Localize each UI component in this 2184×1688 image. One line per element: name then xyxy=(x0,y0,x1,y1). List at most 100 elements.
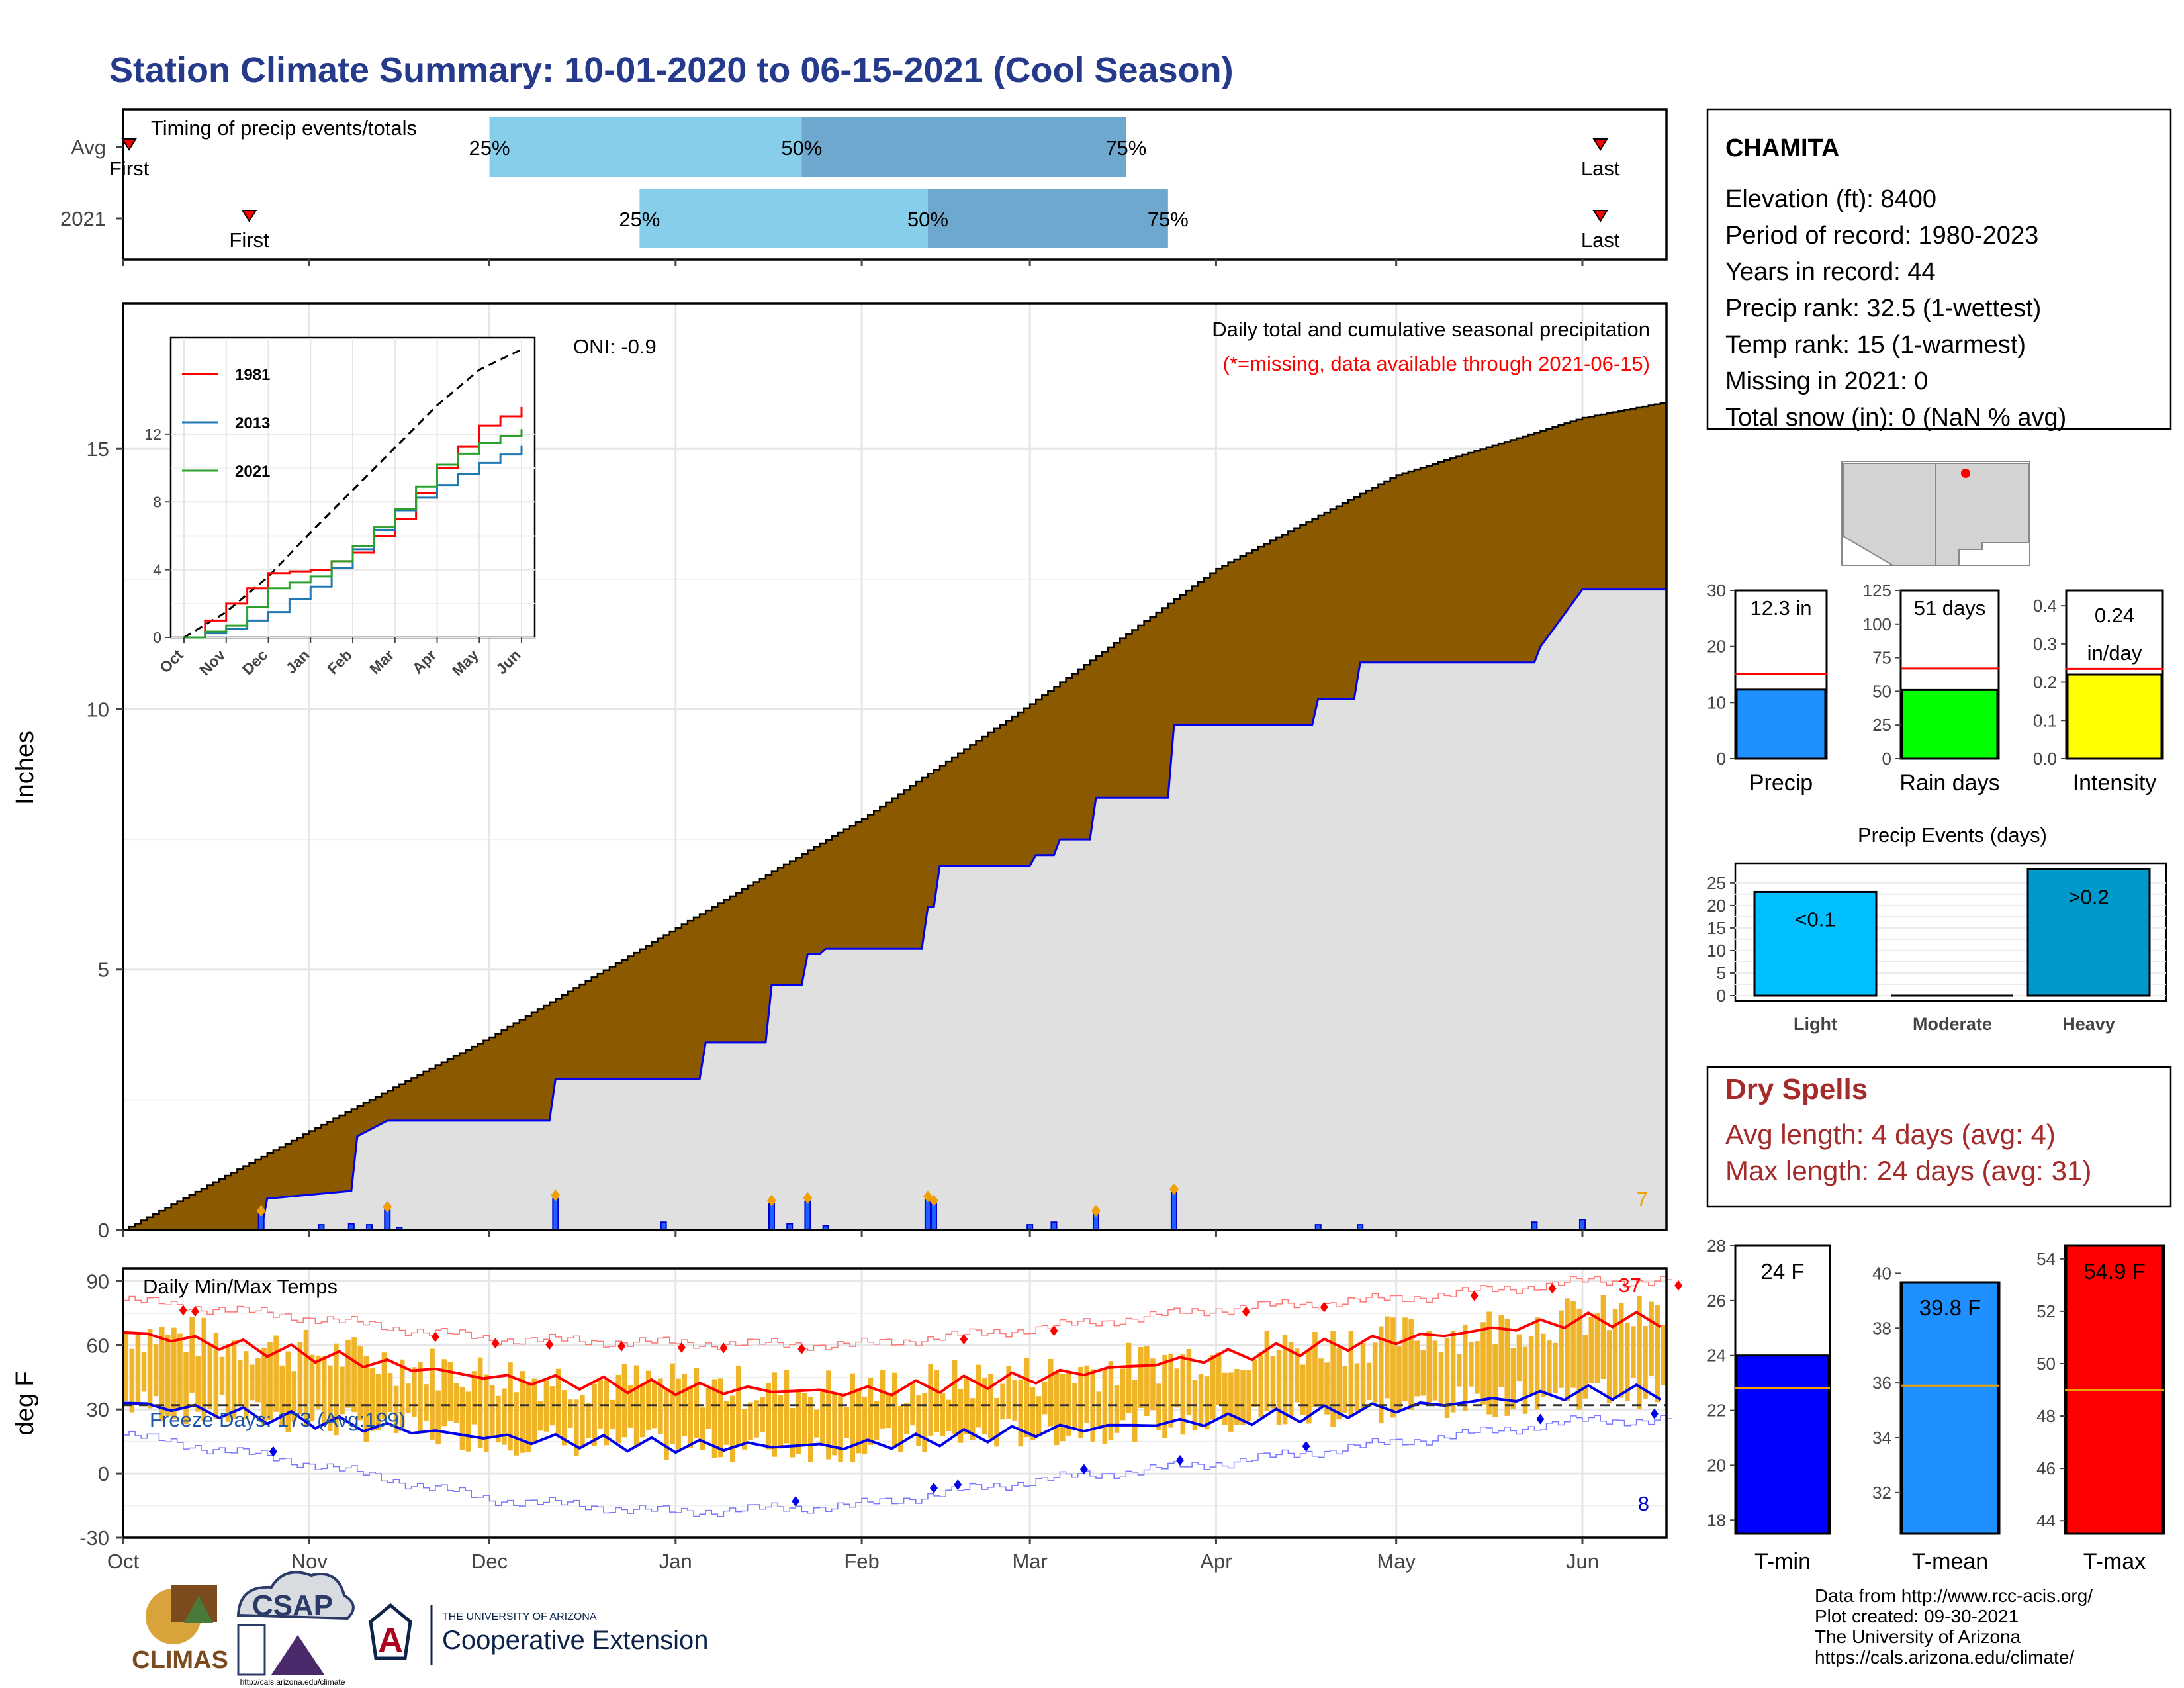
svg-text:A: A xyxy=(378,1621,403,1660)
daily-temp-range-bar xyxy=(1565,1298,1570,1401)
daily-precip-bar xyxy=(384,1209,391,1231)
daily-temp-range-bar xyxy=(790,1408,796,1458)
daily-temp-range-bar xyxy=(424,1384,429,1421)
daily-temp-range-bar xyxy=(1066,1372,1071,1436)
daily-temp-range-bar xyxy=(1300,1364,1306,1415)
footer-notes: Data from http://www.rcc-acis.org/ Plot … xyxy=(1815,1585,2093,1667)
daily-temp-range-bar xyxy=(1390,1317,1396,1418)
ua-big-text: Cooperative Extension xyxy=(442,1626,708,1655)
temp-bar-chart: 39.8 F 32 34 36 38 40 T-mean xyxy=(1872,1263,2001,1574)
daily-temp-range-bar xyxy=(1510,1348,1516,1410)
daily-temp-range-bar xyxy=(1372,1342,1378,1403)
daily-temp-range-bar xyxy=(868,1378,874,1445)
daily-temp-range-bar xyxy=(502,1388,507,1445)
mini-bar-value: 51 days xyxy=(1914,596,1986,620)
daily-precip-bar xyxy=(660,1221,667,1231)
daily-temp-range-bar xyxy=(279,1365,285,1427)
daily-temp-range-bar xyxy=(1006,1366,1011,1419)
daily-temp-range-bar xyxy=(676,1378,681,1450)
daily-temp-range-bar xyxy=(483,1374,489,1452)
daily-precip-bar xyxy=(1531,1221,1538,1231)
inset-legend-label: 2021 xyxy=(235,463,270,481)
temp-series-line xyxy=(122,1383,1661,1454)
daily-temp-range-bar xyxy=(261,1347,267,1425)
station-elevation: Elevation (ft): 8400 xyxy=(1725,185,1936,213)
daily-temp-range-bar xyxy=(1540,1333,1546,1397)
mini-bar-tick-label: 30 xyxy=(1707,581,1726,600)
daily-temp-range-bar xyxy=(898,1405,903,1452)
event-tick-label: 25 xyxy=(1707,873,1726,893)
mini-bar-value: in/day xyxy=(2087,641,2142,665)
csap-logo: CSAP http://cals.arizona.edu/climate xyxy=(236,1571,355,1687)
daily-precip-marker xyxy=(766,1194,776,1207)
temp-bar-tick-label: 32 xyxy=(1872,1483,1891,1503)
event-tick-label: 10 xyxy=(1707,941,1726,961)
daily-temp-range-bar xyxy=(844,1407,849,1438)
footer-line: Plot created: 09-30-2021 xyxy=(1815,1606,2019,1626)
temp-y-label: deg F xyxy=(11,1371,39,1435)
event-category-label: Light xyxy=(1794,1014,1837,1034)
daily-temp-range-bar xyxy=(1288,1342,1294,1418)
locator-map xyxy=(1841,461,2030,566)
daily-temp-range-bar xyxy=(1594,1313,1600,1383)
timing-quartile-high xyxy=(927,189,1168,248)
daily-temp-range-bar xyxy=(1462,1324,1468,1411)
daily-temp-range-bar xyxy=(826,1370,831,1460)
temp-y-tick-label: -30 xyxy=(79,1526,109,1550)
daily-temp-range-bar xyxy=(285,1351,291,1432)
daily-temp-range-bar xyxy=(1649,1301,1654,1376)
temp-y-tick-label: 60 xyxy=(87,1334,109,1357)
record-high-marker xyxy=(617,1340,626,1352)
daily-temp-range-bar xyxy=(1174,1368,1180,1408)
daily-temp-range-bar xyxy=(1276,1350,1282,1425)
record-high-marker xyxy=(677,1342,686,1353)
daily-temp-range-bar xyxy=(940,1393,946,1436)
temp-x-tick-label: Feb xyxy=(844,1550,879,1573)
mini-bar xyxy=(1901,688,1999,760)
daily-temp-range-bar xyxy=(334,1343,339,1436)
record-low-marker xyxy=(954,1479,962,1490)
daily-temp-range-bar xyxy=(1036,1396,1042,1436)
temp-x-tick-label: Oct xyxy=(107,1550,140,1573)
daily-temp-range-bar xyxy=(561,1390,567,1446)
daily-temp-range-bar xyxy=(784,1370,790,1444)
daily-temp-range-bar xyxy=(321,1356,327,1424)
daily-temp-range-bar xyxy=(1631,1326,1636,1378)
ua-small-text: THE UNIVERSITY OF ARIZONA xyxy=(442,1611,597,1622)
timing-first-marker xyxy=(121,138,137,151)
temp-bar-chart: 24 F 18 20 22 24 26 28 T-min xyxy=(1707,1236,1831,1574)
temp-bar-tick-label: 46 xyxy=(2036,1458,2056,1478)
temp-bar-tick-label: 22 xyxy=(1707,1401,1726,1421)
precip-header: Daily total and cumulative seasonal prec… xyxy=(1212,318,1650,341)
dry-spells-box: Dry Spells Avg length: 4 days (avg: 4) M… xyxy=(1706,1066,2172,1208)
daily-temp-range-bar xyxy=(1360,1343,1366,1409)
daily-temp-range-bar xyxy=(658,1378,663,1434)
daily-temp-range-bar xyxy=(1216,1352,1222,1405)
daily-temp-range-bar xyxy=(670,1363,675,1444)
timing-quartile-label: 25% xyxy=(469,136,510,160)
footer-line: https://cals.arizona.edu/climate/ xyxy=(1815,1647,2074,1667)
dry-spells-avg: Avg length: 4 days (avg: 4) xyxy=(1725,1119,2056,1150)
temp-bar-chart: 54.9 F 44 46 48 50 52 54 T-max xyxy=(2036,1244,2165,1574)
temp-bar-tick-label: 24 xyxy=(1707,1346,1726,1366)
temp-x-tick-label: Jan xyxy=(659,1550,692,1573)
timing-row-label: 2021 xyxy=(60,207,106,230)
precip-y-tick-label: 15 xyxy=(87,438,109,461)
daily-precip-bar xyxy=(1170,1192,1177,1231)
oni-label: ONI: -0.9 xyxy=(573,335,657,358)
daily-temp-range-bar xyxy=(1498,1315,1504,1387)
daily-temp-range-bar xyxy=(531,1378,537,1442)
daily-temp-range-bar xyxy=(580,1395,585,1448)
daily-temp-range-bar xyxy=(363,1356,369,1442)
inset-series-line xyxy=(183,348,522,639)
daily-temp-range-bar xyxy=(1420,1350,1426,1396)
station-years: Years in record: 44 xyxy=(1725,258,1936,286)
temp-bar-label: T-mean xyxy=(1912,1549,1988,1574)
inset-y-tick-label: 0 xyxy=(153,629,161,646)
daily-temp-range-bar xyxy=(1553,1342,1558,1393)
daily-temp-range-bar xyxy=(1624,1322,1630,1401)
daily-temp-range-bar xyxy=(399,1359,405,1431)
daily-temp-range-bar xyxy=(177,1333,183,1409)
daily-temp-range-bar xyxy=(1396,1346,1402,1412)
daily-temp-range-bar xyxy=(1294,1348,1300,1403)
